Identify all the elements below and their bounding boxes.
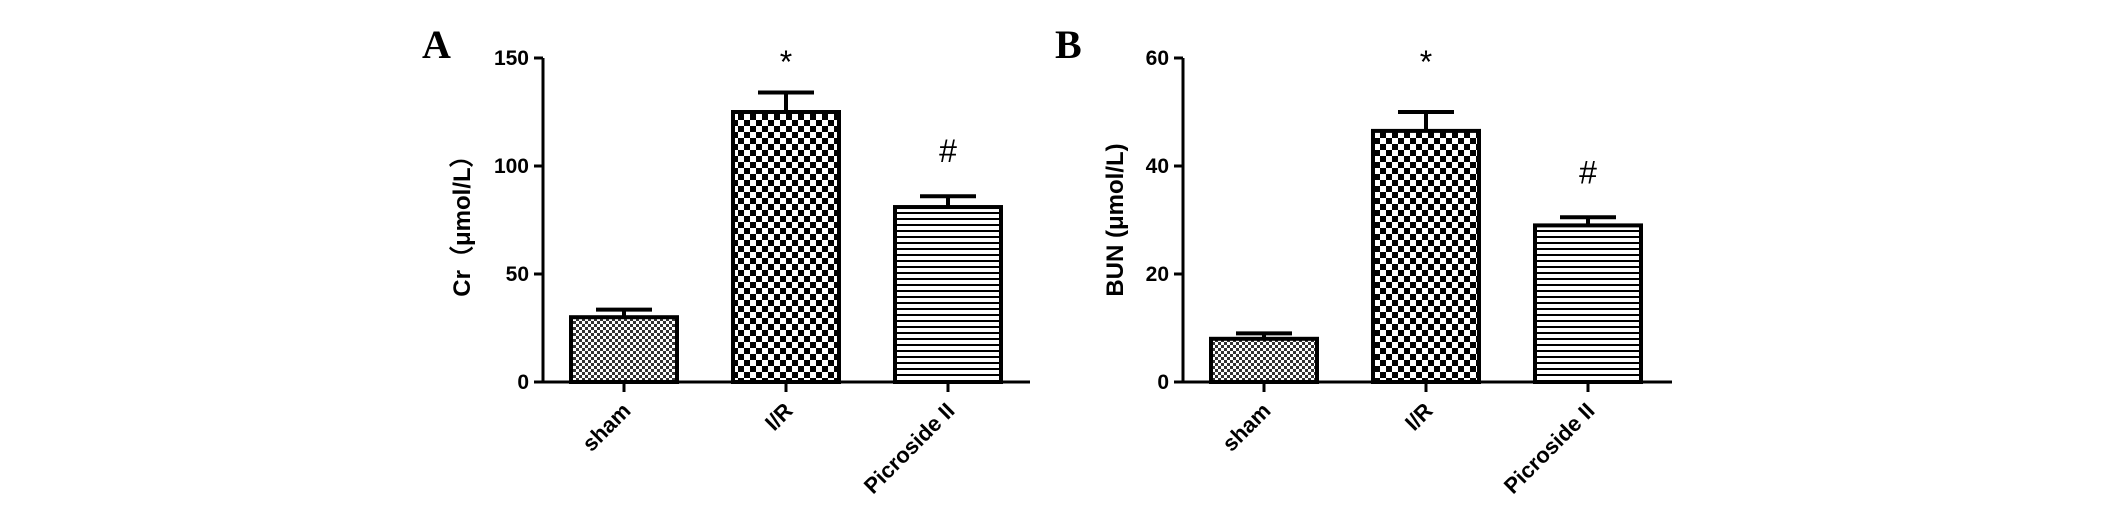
y-tick-label: 40 <box>1146 155 1169 178</box>
significance-marker: * <box>780 44 792 80</box>
x-tick-label: sham <box>577 398 635 456</box>
y-axis-title: BUN (μmol/L) <box>1102 143 1129 296</box>
bar-sham <box>569 315 679 385</box>
chart-panel-a: 0 50 100 150 Cr（μmol/L） sham I/R * Picroside II # <box>449 44 1030 499</box>
bar-sham <box>1209 336 1319 384</box>
x-tick-label: I/R <box>1400 398 1438 436</box>
x-tick-label: Picroside II <box>859 398 960 499</box>
bar-picroside-ii <box>1533 223 1643 384</box>
bar-i-r <box>731 110 841 384</box>
x-tick-label: sham <box>1217 398 1275 456</box>
y-tick-label: 100 <box>494 155 529 178</box>
panel-letter-b: B <box>1055 22 1082 67</box>
bar-i-r <box>1371 128 1481 384</box>
y-tick-label: 0 <box>517 371 529 394</box>
chart-panel-b: 0 20 40 60 BUN (μmol/L) sham I/R * Picroside II # <box>1102 44 1672 499</box>
y-tick-label: 150 <box>494 47 529 70</box>
x-tick-label: I/R <box>760 398 798 436</box>
significance-marker: # <box>939 133 957 169</box>
significance-marker: # <box>1579 154 1597 190</box>
bar-picroside-ii <box>893 205 1003 384</box>
y-axis-title: Cr（μmol/L） <box>449 143 476 296</box>
significance-marker: * <box>1420 44 1432 80</box>
y-tick-label: 0 <box>1157 371 1169 394</box>
y-tick-label: 20 <box>1146 263 1169 286</box>
y-tick-label: 60 <box>1146 47 1169 70</box>
x-tick-label: Picroside II <box>1499 398 1600 499</box>
y-tick-label: 50 <box>506 263 529 286</box>
panel-letter-a: A <box>422 22 451 67</box>
